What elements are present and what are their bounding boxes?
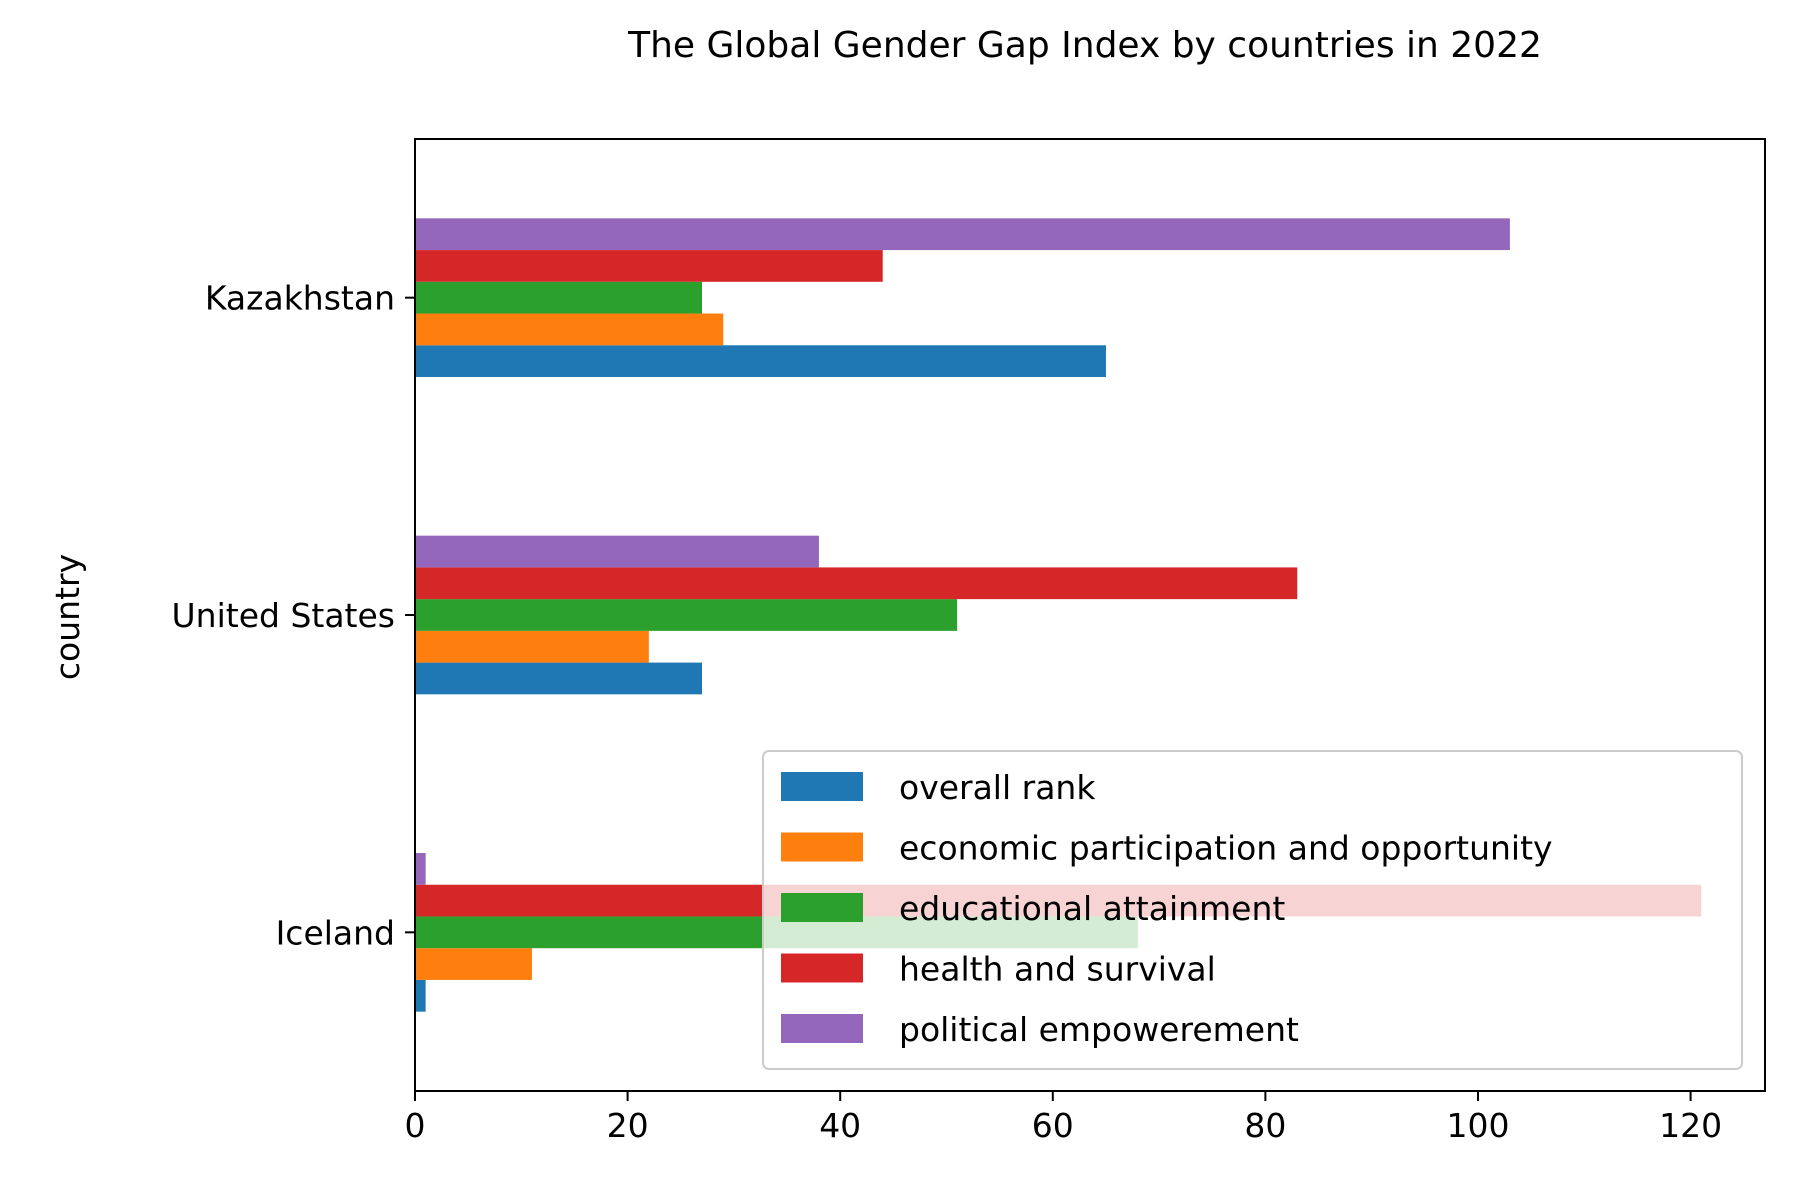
bar-kazakhstan-educational-attainment	[415, 281, 703, 314]
bar-kazakhstan-health-and-survival	[415, 250, 883, 282]
legend-swatch	[781, 832, 863, 862]
bar-iceland-political-empowerement	[415, 853, 426, 885]
y-tick-label: Kazakhstan	[205, 279, 395, 318]
y-axis: Iceland United States Kazakhstan	[172, 279, 415, 952]
y-axis-label: country	[48, 554, 87, 680]
x-tick-label: 40	[819, 1106, 861, 1145]
legend-swatch	[781, 1014, 863, 1043]
bar-united-states-political-empowerement	[415, 535, 819, 568]
x-tick-label: 0	[405, 1106, 426, 1145]
legend-entry: political empowerement	[899, 1010, 1299, 1049]
x-tick-label: 20	[607, 1106, 649, 1145]
x-tick-label: 120	[1659, 1106, 1722, 1145]
bar-kazakhstan-political-empowerement	[415, 218, 1510, 251]
legend-swatch	[781, 772, 863, 801]
chart-title: The Global Gender Gap Index by countries…	[627, 25, 1542, 66]
bar-kazakhstan-overall-rank	[415, 345, 1106, 377]
y-tick-label: United States	[172, 596, 395, 635]
legend-box	[762, 750, 1743, 1070]
legend-entry: economic participation and opportunity	[899, 829, 1553, 868]
legend-entry: educational attainment	[899, 889, 1285, 928]
bar-iceland-overall-rank	[415, 979, 426, 1012]
bar-united-states-educational-attainment	[415, 599, 958, 631]
legend-swatch	[781, 953, 863, 983]
x-tick-label: 60	[1032, 1106, 1074, 1145]
legend: overall rank economic participation and o…	[762, 750, 1743, 1070]
bar-united-states-health-and-survival	[415, 567, 1298, 600]
x-tick-label: 100	[1446, 1106, 1509, 1145]
bar-kazakhstan-economic-participation-and-opportunity	[415, 313, 724, 346]
bar-iceland-economic-participation-and-opportunity	[415, 948, 532, 980]
bar-united-states-economic-participation-and-opportunity	[415, 630, 649, 663]
x-axis: 0 20 40 60 80 100 120	[405, 1091, 1722, 1145]
y-tick-label: Iceland	[276, 913, 395, 952]
legend-swatch	[781, 893, 863, 922]
legend-entry: overall rank	[899, 768, 1096, 807]
bar-united-states-overall-rank	[415, 662, 703, 695]
x-tick-label: 80	[1244, 1106, 1286, 1145]
legend-entry: health and survival	[899, 950, 1216, 989]
